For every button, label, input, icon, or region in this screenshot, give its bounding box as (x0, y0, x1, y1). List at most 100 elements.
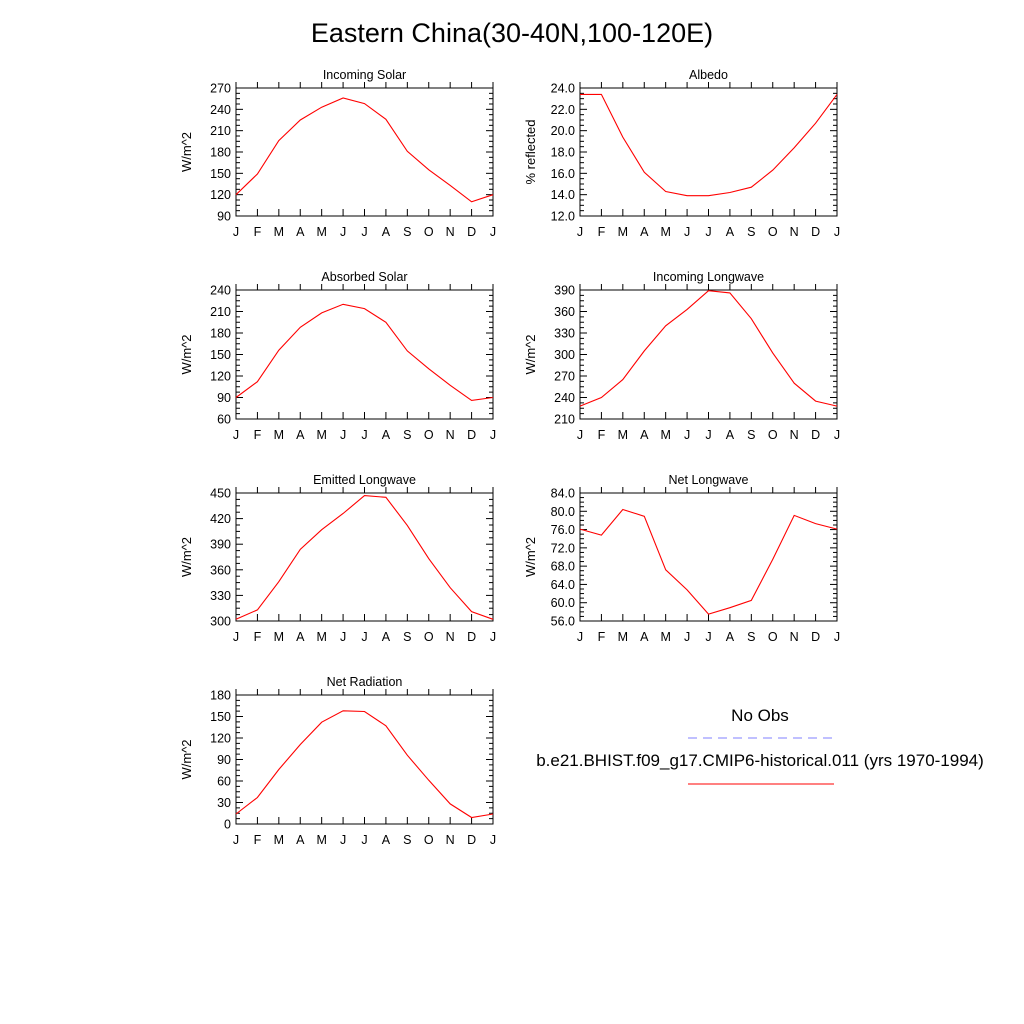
series-line-1 (235, 710, 494, 819)
x-tick-label: D (467, 428, 476, 442)
x-tick-label: N (790, 225, 799, 239)
x-tick-label: M (274, 428, 284, 442)
x-tick-label: S (403, 833, 411, 847)
y-tick-label: 180 (210, 146, 231, 160)
legend-label-model: b.e21.BHIST.f09_g17.CMIP6-historical.011… (536, 751, 984, 770)
x-tick-label: M (316, 833, 326, 847)
plot-frame (579, 492, 838, 622)
y-tick-label: 240 (210, 103, 231, 117)
x-tick-label: M (618, 428, 628, 442)
y-axis-label: W/m^2 (179, 739, 194, 779)
y-tick-label: 24.0 (551, 82, 575, 96)
x-tick-label: D (811, 225, 820, 239)
x-tick-label: A (296, 833, 305, 847)
panel-title: Albedo (689, 68, 728, 82)
y-axis-label: W/m^2 (523, 537, 538, 577)
x-tick-label: D (467, 225, 476, 239)
x-tick-label: J (233, 428, 239, 442)
series-line-1 (579, 508, 838, 615)
x-tick-label: M (618, 630, 628, 644)
figure-title: Eastern China(30-40N,100-120E) (310, 18, 714, 48)
x-tick-label: J (340, 225, 346, 239)
y-tick-label: 240 (210, 284, 231, 298)
x-tick-label: M (274, 225, 284, 239)
x-tick-label: N (790, 630, 799, 644)
x-tick-label: J (834, 630, 840, 644)
y-tick-label: 16.0 (551, 167, 575, 181)
y-tick-label: 210 (210, 124, 231, 138)
y-tick-label: 330 (210, 589, 231, 603)
y-tick-label: 80.0 (551, 505, 575, 519)
x-tick-label: J (577, 225, 583, 239)
chart-panel-6: Net Longwave W/m^2 56.0 60.0 64.0 68.0 72.0 76.… (523, 473, 840, 644)
x-tick-label: S (403, 428, 411, 442)
x-tick-label: M (660, 630, 670, 644)
plot-frame (235, 87, 494, 217)
y-tick-label: 0 (224, 818, 231, 832)
x-tick-label: O (424, 630, 434, 644)
x-tick-label: A (296, 428, 305, 442)
x-tick-label: D (811, 630, 820, 644)
x-tick-label: A (382, 833, 391, 847)
x-tick-label: F (598, 630, 606, 644)
y-tick-label: 330 (554, 327, 575, 341)
y-tick-label: 210 (554, 413, 575, 427)
series-line-1 (235, 495, 494, 620)
x-tick-label: N (446, 630, 455, 644)
panel-title: Incoming Longwave (653, 270, 764, 284)
y-axis-label: W/m^2 (523, 334, 538, 374)
chart-panel-1: Incoming Solar W/m^2 90 120 150 180 210 240 270 J… (179, 68, 496, 239)
x-tick-label: S (747, 225, 755, 239)
panel-title: Net Longwave (669, 473, 749, 487)
y-tick-label: 72.0 (551, 541, 575, 555)
y-tick-label: 84.0 (551, 487, 575, 501)
x-tick-label: A (726, 630, 735, 644)
x-tick-label: J (233, 630, 239, 644)
y-tick-label: 360 (210, 563, 231, 577)
y-tick-label: 120 (210, 188, 231, 202)
y-tick-label: 30 (217, 796, 231, 810)
x-tick-label: J (340, 630, 346, 644)
y-tick-label: 68.0 (551, 560, 575, 574)
x-tick-label: M (316, 630, 326, 644)
y-tick-label: 56.0 (551, 615, 575, 629)
x-tick-label: A (382, 428, 391, 442)
x-tick-label: J (490, 833, 496, 847)
x-tick-label: F (254, 428, 262, 442)
y-tick-label: 18.0 (551, 146, 575, 160)
y-tick-label: 270 (554, 370, 575, 384)
y-tick-label: 20.0 (551, 124, 575, 138)
x-tick-label: D (467, 833, 476, 847)
x-tick-label: J (361, 428, 367, 442)
y-tick-label: 180 (210, 327, 231, 341)
y-tick-label: 14.0 (551, 188, 575, 202)
x-tick-label: A (640, 630, 649, 644)
chart-panel-4: Incoming Longwave W/m^2 210 240 270 300 330 360… (523, 270, 840, 442)
y-tick-label: 90 (217, 391, 231, 405)
x-tick-label: F (254, 630, 262, 644)
y-tick-label: 60.0 (551, 596, 575, 610)
plot-frame (579, 289, 838, 420)
y-tick-label: 150 (210, 710, 231, 724)
x-tick-label: J (490, 225, 496, 239)
x-tick-label: N (790, 428, 799, 442)
x-tick-label: A (296, 225, 305, 239)
plot-frame (235, 492, 494, 622)
x-tick-label: O (424, 833, 434, 847)
x-tick-label: F (598, 428, 606, 442)
x-tick-label: J (490, 630, 496, 644)
x-tick-label: N (446, 833, 455, 847)
x-tick-label: N (446, 428, 455, 442)
y-tick-label: 120 (210, 732, 231, 746)
y-tick-label: 420 (210, 512, 231, 526)
x-tick-label: J (577, 428, 583, 442)
panel-title: Emitted Longwave (313, 473, 416, 487)
x-tick-label: J (705, 225, 711, 239)
y-tick-label: 64.0 (551, 578, 575, 592)
y-axis-label: W/m^2 (179, 537, 194, 577)
x-tick-label: M (618, 225, 628, 239)
x-tick-label: S (403, 630, 411, 644)
chart-panel-5: Emitted Longwave W/m^2 300 330 360 390 420 450 J… (179, 473, 496, 644)
x-tick-label: M (274, 630, 284, 644)
